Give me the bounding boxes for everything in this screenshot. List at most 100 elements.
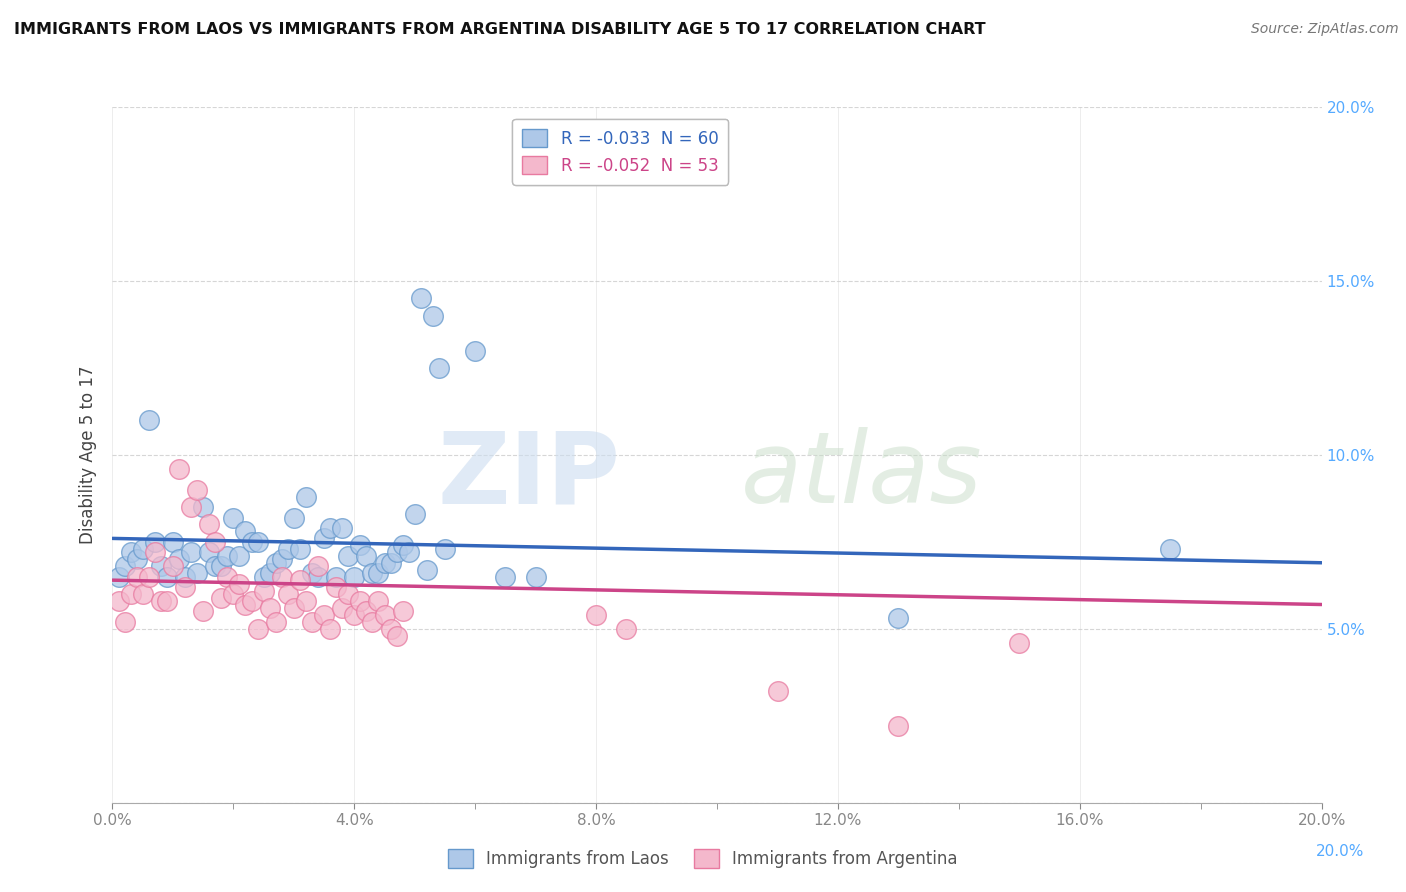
Point: [180, 500, 202, 514]
Point: [427, 360, 450, 375]
Y-axis label: Disability Age 5 to 17: Disability Age 5 to 17: [79, 366, 97, 544]
Point: [391, 538, 413, 552]
Point: [307, 570, 329, 584]
Point: [1159, 541, 1181, 556]
Point: [186, 483, 208, 497]
Point: [180, 545, 202, 559]
Point: [374, 556, 396, 570]
Point: [186, 566, 208, 581]
Point: [138, 413, 160, 427]
Point: [240, 594, 263, 608]
Point: [228, 576, 250, 591]
Point: [464, 343, 486, 358]
Point: [416, 563, 439, 577]
Point: [349, 538, 371, 552]
Point: [143, 545, 166, 559]
Point: [307, 559, 329, 574]
Point: [167, 552, 190, 566]
Point: [114, 559, 136, 574]
Point: [887, 611, 910, 625]
Legend: R = -0.033  N = 60, R = -0.052  N = 53: R = -0.033 N = 60, R = -0.052 N = 53: [512, 119, 728, 185]
Point: [277, 541, 299, 556]
Point: [132, 541, 155, 556]
Point: [143, 534, 166, 549]
Point: [125, 552, 148, 566]
Point: [132, 587, 155, 601]
Point: [385, 545, 408, 559]
Point: [325, 580, 347, 594]
Point: [198, 517, 221, 532]
Legend: Immigrants from Laos, Immigrants from Argentina: Immigrants from Laos, Immigrants from Ar…: [441, 843, 965, 875]
Point: [222, 510, 245, 524]
Point: [174, 570, 197, 584]
Point: [585, 607, 607, 622]
Point: [277, 587, 299, 601]
Point: [495, 570, 517, 584]
Point: [356, 605, 378, 619]
Point: [198, 545, 221, 559]
Point: [887, 719, 910, 733]
Text: Source: ZipAtlas.com: Source: ZipAtlas.com: [1251, 22, 1399, 37]
Point: [337, 587, 360, 601]
Point: [288, 573, 311, 587]
Point: [422, 309, 444, 323]
Point: [107, 594, 129, 608]
Point: [167, 462, 190, 476]
Point: [264, 556, 287, 570]
Point: [120, 545, 142, 559]
Point: [356, 549, 378, 563]
Point: [149, 594, 172, 608]
Point: [125, 570, 148, 584]
Point: [114, 615, 136, 629]
Point: [209, 559, 232, 574]
Point: [330, 521, 353, 535]
Point: [288, 541, 311, 556]
Point: [766, 684, 789, 698]
Point: [433, 541, 456, 556]
Point: [319, 521, 342, 535]
Point: [380, 556, 402, 570]
Point: [361, 615, 384, 629]
Point: [156, 570, 179, 584]
Point: [361, 566, 384, 581]
Point: [325, 570, 347, 584]
Point: [217, 570, 239, 584]
Point: [314, 532, 336, 546]
Point: [337, 549, 360, 563]
Point: [343, 570, 366, 584]
Point: [367, 566, 389, 581]
Text: IMMIGRANTS FROM LAOS VS IMMIGRANTS FROM ARGENTINA DISABILITY AGE 5 TO 17 CORRELA: IMMIGRANTS FROM LAOS VS IMMIGRANTS FROM …: [14, 22, 986, 37]
Point: [240, 534, 263, 549]
Point: [235, 598, 257, 612]
Point: [330, 601, 353, 615]
Point: [107, 570, 129, 584]
Point: [156, 594, 179, 608]
Point: [349, 594, 371, 608]
Point: [524, 570, 547, 584]
Point: [162, 559, 184, 574]
Point: [270, 570, 292, 584]
Point: [209, 591, 232, 605]
Point: [222, 587, 245, 601]
Point: [259, 601, 281, 615]
Point: [270, 552, 292, 566]
Text: 20.0%: 20.0%: [1316, 845, 1364, 859]
Point: [204, 534, 226, 549]
Point: [295, 490, 318, 504]
Point: [301, 566, 323, 581]
Point: [246, 622, 269, 636]
Point: [253, 583, 276, 598]
Text: atlas: atlas: [741, 427, 983, 524]
Point: [162, 534, 184, 549]
Point: [204, 559, 226, 574]
Point: [120, 587, 142, 601]
Point: [235, 524, 257, 539]
Point: [409, 291, 432, 305]
Point: [253, 570, 276, 584]
Point: [398, 545, 420, 559]
Point: [174, 580, 197, 594]
Point: [1008, 636, 1031, 650]
Point: [149, 559, 172, 574]
Point: [191, 500, 214, 514]
Point: [217, 549, 239, 563]
